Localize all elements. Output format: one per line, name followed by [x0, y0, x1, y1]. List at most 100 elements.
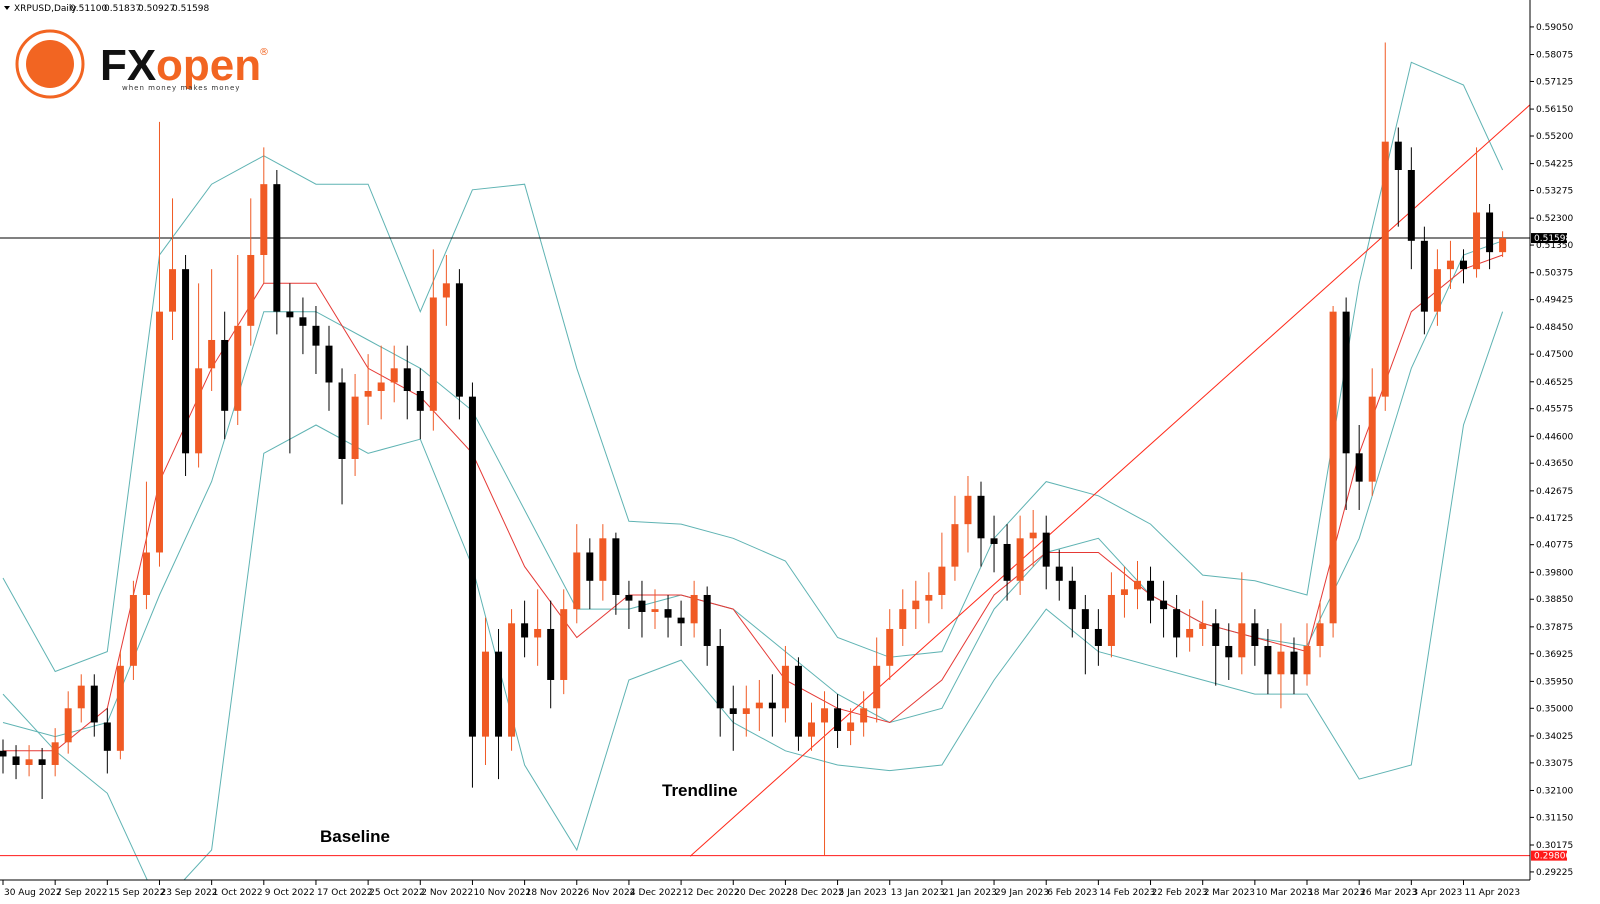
candle-body — [1251, 623, 1259, 646]
candle-body — [90, 685, 98, 723]
candle-body — [1068, 580, 1076, 610]
y-tick-label: 0.31150 — [1536, 813, 1573, 823]
candle-body — [1355, 453, 1363, 482]
y-tick-label: 0.45575 — [1536, 405, 1573, 415]
candle-body — [690, 594, 698, 624]
indicator-line — [2, 240, 1503, 738]
x-tick-label: 14 Feb 2023 — [1099, 888, 1155, 898]
candle-body — [429, 297, 437, 411]
candle-body — [886, 628, 894, 666]
candle-body — [455, 283, 463, 397]
price-label-box — [1531, 233, 1567, 244]
trendline — [689, 104, 1530, 857]
candle-body — [1173, 609, 1181, 638]
candle-body — [77, 685, 85, 709]
y-tick-label: 0.59050 — [1536, 23, 1573, 33]
header-value: 0.50927 — [138, 4, 175, 14]
y-tick-label: 0.42675 — [1536, 487, 1573, 497]
candle-body — [1186, 628, 1194, 638]
x-tick-label: 18 Nov 2022 — [526, 888, 584, 898]
candle-body — [286, 311, 294, 318]
candle-body — [755, 702, 763, 709]
candle-body — [364, 390, 372, 397]
candle-body — [1316, 623, 1324, 646]
x-tick-label: 1 Oct 2022 — [213, 888, 263, 898]
x-tick-label: 17 Oct 2022 — [317, 888, 373, 898]
candle-body — [51, 742, 59, 765]
x-tick-label: 11 Apr 2023 — [1464, 888, 1520, 898]
y-tick-label: 0.37875 — [1536, 623, 1573, 633]
candle-body — [534, 628, 542, 638]
candle-body — [834, 708, 842, 731]
indicator-line — [2, 61, 1504, 673]
candle-body — [38, 759, 46, 765]
y-tick-label: 0.58075 — [1536, 51, 1573, 61]
candle-body — [403, 368, 411, 391]
header-arrow — [4, 6, 10, 10]
candle-body — [1264, 645, 1272, 675]
x-tick-label: 18 Mar 2023 — [1308, 888, 1365, 898]
candle-body — [781, 665, 789, 709]
logo-tagline: when money makes money — [122, 84, 240, 92]
candle-body — [12, 756, 20, 765]
candle-body — [1212, 623, 1220, 646]
y-tick-label: 0.44600 — [1536, 432, 1573, 442]
candle-body — [1342, 311, 1350, 454]
y-tick-label: 0.35950 — [1536, 677, 1573, 687]
candle-body — [273, 184, 281, 312]
candle-body — [899, 609, 907, 629]
candle-body — [651, 609, 659, 612]
candle-body — [847, 722, 855, 731]
candle-body — [807, 722, 815, 737]
candle-body — [1147, 580, 1155, 601]
y-tick-label: 0.52300 — [1536, 214, 1573, 224]
candle-body — [677, 617, 685, 624]
y-tick-label: 0.49425 — [1536, 296, 1573, 306]
x-tick-label: 25 Oct 2022 — [369, 888, 425, 898]
x-tick-label: 20 Dec 2022 — [734, 888, 792, 898]
header-value: 0.51837 — [104, 4, 141, 14]
candle-body — [990, 538, 998, 544]
candle-body — [312, 325, 320, 346]
price-label-box — [1531, 850, 1567, 861]
x-tick-label: 15 Sep 2022 — [108, 888, 165, 898]
y-tick-label: 0.35000 — [1536, 704, 1573, 714]
candle-body — [547, 628, 555, 680]
candle-body — [1433, 269, 1441, 312]
candle-body — [964, 495, 972, 525]
header-symbol: XRPUSD,Daily — [14, 4, 77, 14]
candle-body — [169, 269, 177, 312]
candle-body — [612, 538, 620, 595]
candle-body — [182, 269, 190, 454]
candle-body — [1199, 623, 1207, 629]
candle-body — [1303, 645, 1311, 675]
candle-body — [860, 708, 868, 723]
candle-body — [1407, 169, 1415, 241]
x-tick-label: 12 Dec 2022 — [682, 888, 740, 898]
candle-body — [1225, 645, 1233, 658]
candle-body — [873, 665, 881, 709]
x-tick-label: 4 Dec 2022 — [630, 888, 682, 898]
y-tick-label: 0.38850 — [1536, 595, 1573, 605]
x-tick-label: 23 Sep 2022 — [160, 888, 217, 898]
candle-body — [1081, 609, 1089, 629]
candle-body — [260, 184, 268, 255]
y-tick-label: 0.51350 — [1536, 241, 1573, 251]
y-tick-label: 0.50375 — [1536, 269, 1573, 279]
header-value: 0.51598 — [172, 4, 209, 14]
y-tick-label: 0.55200 — [1536, 132, 1573, 142]
candle-body — [1029, 532, 1037, 539]
candle-body — [1290, 651, 1298, 675]
candle-body — [742, 708, 750, 714]
candle-body — [1499, 238, 1507, 253]
price-label: 0.29800 — [1534, 852, 1571, 862]
candle-body — [586, 552, 594, 581]
candle-body — [925, 594, 933, 601]
x-tick-label: 13 Jan 2023 — [891, 888, 945, 898]
candle-body — [664, 609, 672, 618]
y-tick-label: 0.36925 — [1536, 650, 1573, 660]
candle-body — [481, 651, 489, 737]
y-tick-label: 0.56150 — [1536, 105, 1573, 115]
annotation: Trendline — [662, 781, 738, 800]
